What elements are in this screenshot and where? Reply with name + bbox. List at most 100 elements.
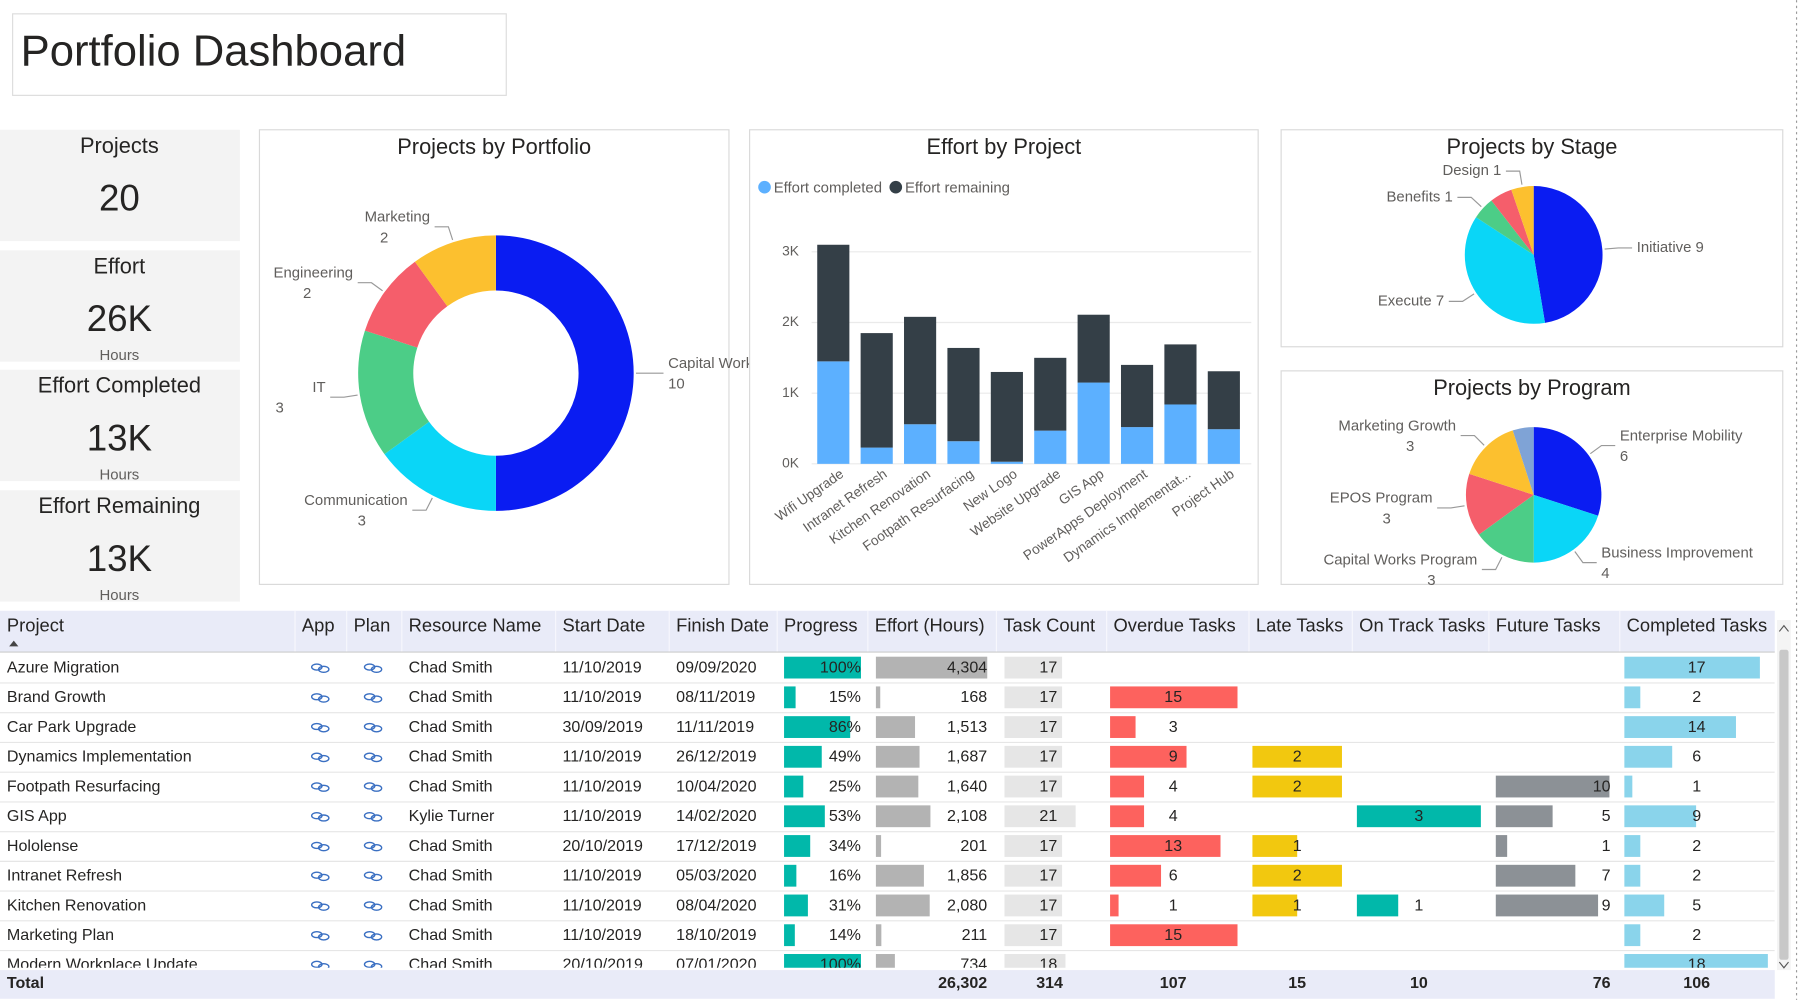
legend-marker <box>889 180 903 194</box>
data-bar <box>784 686 796 709</box>
slice-label: Capital Works Program <box>1323 551 1477 568</box>
cell-resource: Chad Smith <box>409 837 493 855</box>
link-ring <box>370 725 383 733</box>
data-bar <box>875 835 882 857</box>
cell-finish: 10/04/2020 <box>676 777 756 795</box>
slice-value: 2 <box>380 229 388 246</box>
leader-line <box>1457 196 1482 208</box>
kpi-card <box>0 490 240 602</box>
pie-slice <box>1478 494 1534 563</box>
slice-value: 1 <box>1493 162 1501 179</box>
bar-segment <box>1120 364 1154 428</box>
cell-value: 1 <box>1602 837 1611 855</box>
cell-resource: Chad Smith <box>409 718 493 736</box>
chart-title: Projects by Stage <box>1447 134 1618 159</box>
cell-value: 14% <box>829 926 861 944</box>
cell-value: 1 <box>1293 837 1302 855</box>
data-bar <box>1495 805 1553 828</box>
kpi-value: 13K <box>87 538 153 579</box>
y-tick-label: 1K <box>782 385 800 400</box>
slice-label: Engineering <box>274 264 354 281</box>
cell-project: Dynamics Implementation <box>7 748 192 766</box>
cell-value: 10 <box>1593 777 1611 795</box>
cell-start: 20/10/2019 <box>563 956 643 974</box>
column-header: Completed Tasks <box>1627 615 1767 636</box>
link-ring <box>317 784 330 792</box>
data-bar <box>1624 745 1673 768</box>
cell-value: 17 <box>1039 896 1057 914</box>
slice-value: 1 <box>1445 188 1453 205</box>
cell-value: 15 <box>1164 926 1182 944</box>
data-bar <box>1004 805 1076 828</box>
pie-slice <box>1533 427 1602 516</box>
cell-finish: 14/02/2020 <box>676 807 756 825</box>
cell-value: 31% <box>829 896 861 914</box>
link-icon <box>310 812 330 822</box>
data-bar <box>875 686 881 709</box>
slice-name: Execute <box>1378 292 1432 309</box>
cell-project: Hololense <box>7 837 79 855</box>
total-value: 106 <box>1683 974 1710 992</box>
bar-segment <box>990 371 1023 462</box>
column-header: Future Tasks <box>1496 615 1601 636</box>
pie-slice <box>1476 200 1534 255</box>
cell-start: 11/10/2019 <box>563 867 642 885</box>
bar-segment <box>1034 430 1067 464</box>
pie-slice <box>1512 427 1534 495</box>
leader-line <box>357 282 383 292</box>
link-ring <box>370 695 383 703</box>
data-bar <box>1110 686 1238 709</box>
pie-slice <box>1511 186 1534 255</box>
total-row-bg <box>0 970 1775 999</box>
pie-slice <box>1491 189 1534 255</box>
pie-slice <box>414 235 496 307</box>
cell-finish: 09/09/2020 <box>676 658 756 676</box>
bar-segment <box>860 447 893 464</box>
pie-slice <box>384 421 496 511</box>
cell-finish: 08/04/2020 <box>676 896 756 914</box>
cell-value: 1 <box>1293 896 1302 914</box>
cell-value: 168 <box>960 688 987 706</box>
slice-label: Communication <box>304 492 408 509</box>
data-bar <box>1356 805 1481 828</box>
slice-value: 7 <box>1436 292 1444 309</box>
leader-line <box>330 394 358 398</box>
cell-start: 11/10/2019 <box>563 896 642 914</box>
link-ring <box>317 695 330 703</box>
column-header: Progress <box>784 615 857 636</box>
cell-value: 49% <box>829 748 861 766</box>
slice-name: Initiative <box>1637 239 1692 256</box>
slice-label: Business Improvement <box>1601 544 1753 561</box>
kpi-unit: Hours <box>100 466 140 483</box>
column-header: Start Date <box>563 615 646 636</box>
cell-finish: 11/11/2019 <box>676 718 754 736</box>
link-icon <box>310 960 330 968</box>
cell-project: Azure Migration <box>7 658 120 676</box>
slice-label: Marketing Growth <box>1338 417 1456 434</box>
link-ring <box>370 933 383 941</box>
cell-resource: Chad Smith <box>409 658 493 676</box>
cell-project: GIS App <box>7 807 67 825</box>
data-bar <box>784 656 861 679</box>
cell-project: Kitchen Renovation <box>7 896 146 914</box>
slice-value: 3 <box>1406 438 1414 455</box>
data-bar <box>1495 894 1599 917</box>
column-header: Overdue Tasks <box>1114 615 1236 636</box>
slice-name: Benefits <box>1386 188 1440 205</box>
cell-value: 7 <box>1602 867 1611 885</box>
title-box <box>12 13 507 96</box>
bar-segment <box>1034 357 1067 431</box>
cell-value: 201 <box>960 837 987 855</box>
pie-slice <box>1533 186 1603 323</box>
cell-value: 1,687 <box>947 748 987 766</box>
cell-resource: Chad Smith <box>409 926 493 944</box>
slice-value: 3 <box>276 400 284 417</box>
data-bar <box>1110 745 1187 768</box>
leader-line <box>1481 556 1503 571</box>
link-ring <box>370 784 383 792</box>
cell-value: 25% <box>829 777 861 795</box>
slice-label: Design 1 <box>1442 162 1501 179</box>
cell-project: Modern Workplace Update <box>7 956 198 974</box>
link-icon <box>363 663 383 673</box>
